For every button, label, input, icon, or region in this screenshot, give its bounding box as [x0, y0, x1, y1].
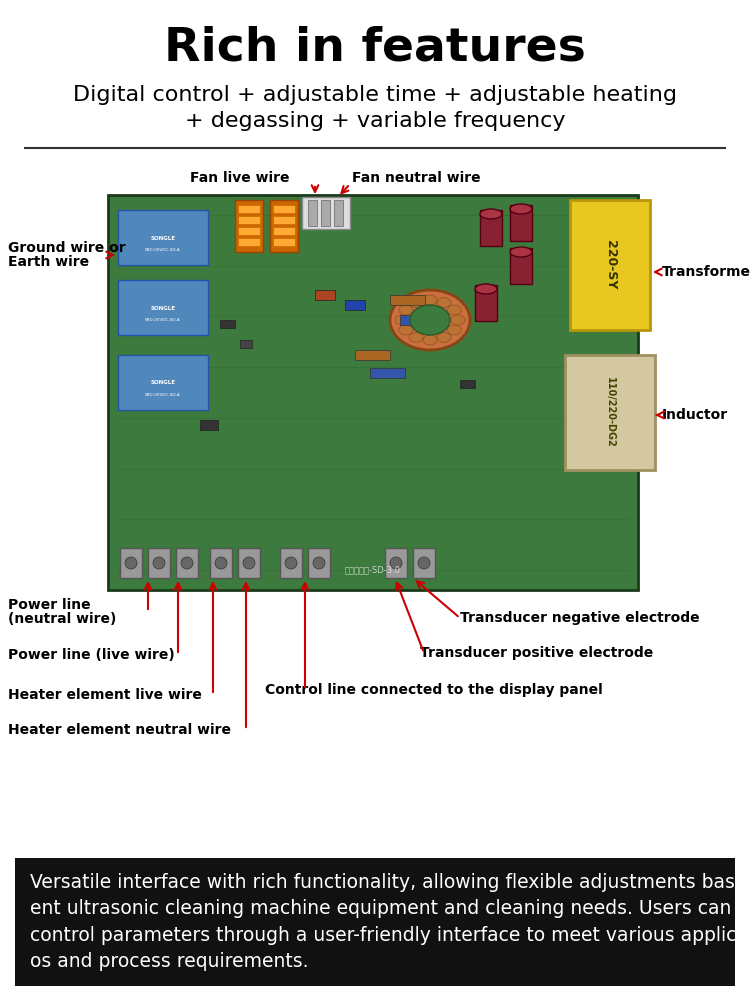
Bar [238, 238, 260, 246]
Ellipse shape [451, 315, 465, 325]
Text: SRD-05VDC-SD-A: SRD-05VDC-SD-A [146, 318, 181, 322]
Text: Heater element neutral wire: Heater element neutral wire [8, 723, 231, 737]
Bar [390, 295, 425, 305]
Bar [385, 548, 407, 578]
Text: Transducer negative electrode: Transducer negative electrode [460, 611, 700, 625]
Ellipse shape [181, 557, 193, 569]
Text: SRD-05VDC-SD-A: SRD-05VDC-SD-A [146, 393, 181, 397]
Text: Fan live wire: Fan live wire [190, 171, 290, 185]
Ellipse shape [313, 557, 325, 569]
Ellipse shape [395, 315, 409, 325]
Text: Heater element live wire: Heater element live wire [8, 688, 202, 702]
Ellipse shape [418, 557, 430, 569]
Bar [120, 548, 142, 578]
Ellipse shape [423, 295, 437, 305]
Bar [460, 380, 475, 388]
Text: Power line (live wire): Power line (live wire) [8, 648, 175, 662]
Ellipse shape [399, 305, 412, 315]
Ellipse shape [215, 557, 227, 569]
Bar [480, 210, 502, 246]
Text: (neutral wire): (neutral wire) [8, 612, 116, 626]
Text: Versatile interface with rich functionality, allowing flexible adjustments based: Versatile interface with rich functional… [30, 873, 750, 971]
Bar [235, 200, 263, 252]
Bar [565, 355, 655, 470]
Bar [118, 210, 208, 265]
Ellipse shape [437, 332, 451, 342]
Text: SRD-05VDC-SD-A: SRD-05VDC-SD-A [146, 248, 181, 252]
Text: Earth wire: Earth wire [8, 255, 89, 269]
Ellipse shape [510, 247, 532, 257]
Bar [321, 200, 330, 226]
Bar [302, 197, 350, 229]
Text: Ground wire or: Ground wire or [8, 241, 125, 255]
Bar [118, 280, 208, 335]
Ellipse shape [390, 557, 402, 569]
Text: SONGLE: SONGLE [151, 380, 176, 385]
Bar [238, 216, 260, 224]
Bar [475, 285, 497, 321]
Bar [238, 227, 260, 235]
Bar [200, 420, 218, 430]
Bar [413, 548, 435, 578]
Bar [240, 340, 252, 348]
Bar [345, 300, 365, 310]
Bar [355, 350, 390, 360]
Text: Fan neutral wire: Fan neutral wire [352, 171, 481, 185]
Text: 220-SY: 220-SY [604, 240, 616, 290]
Bar [238, 205, 260, 213]
Bar [210, 548, 232, 578]
Bar [280, 548, 302, 578]
Bar [176, 548, 198, 578]
Bar [273, 216, 295, 224]
Ellipse shape [409, 298, 423, 308]
Ellipse shape [243, 557, 255, 569]
Text: Digital control + adjustable time + adjustable heating
+ degassing + variable fr: Digital control + adjustable time + adju… [73, 85, 677, 131]
Bar [108, 195, 638, 590]
Bar [273, 205, 295, 213]
Ellipse shape [399, 325, 412, 335]
Bar [400, 315, 435, 325]
Text: Transformer: Transformer [662, 265, 750, 279]
Text: Rich in features: Rich in features [164, 25, 586, 70]
Ellipse shape [437, 298, 451, 308]
Bar [370, 368, 405, 378]
Ellipse shape [125, 557, 137, 569]
Ellipse shape [423, 335, 437, 345]
Text: Inductor: Inductor [662, 408, 728, 422]
Ellipse shape [480, 209, 502, 219]
Bar [334, 200, 343, 226]
Bar [118, 355, 208, 410]
Ellipse shape [475, 284, 497, 294]
Text: 110/220-DG2: 110/220-DG2 [605, 377, 615, 448]
Text: SONGLE: SONGLE [151, 306, 176, 310]
Text: Control line connected to the display panel: Control line connected to the display pa… [265, 683, 603, 697]
Text: Transducer positive electrode: Transducer positive electrode [420, 646, 653, 660]
Ellipse shape [390, 290, 470, 350]
Bar [510, 205, 532, 241]
Bar [570, 200, 650, 330]
Ellipse shape [409, 332, 423, 342]
Ellipse shape [447, 305, 461, 315]
Ellipse shape [285, 557, 297, 569]
Bar [148, 548, 170, 578]
Ellipse shape [153, 557, 165, 569]
Bar [308, 548, 330, 578]
Ellipse shape [447, 325, 461, 335]
Bar [15, 858, 735, 986]
Bar [510, 248, 532, 284]
Text: 有源式驱动-SD-3.0: 有源式驱动-SD-3.0 [345, 566, 401, 574]
Ellipse shape [410, 305, 450, 335]
Text: Power line: Power line [8, 598, 91, 612]
Bar [220, 320, 235, 328]
Text: SONGLE: SONGLE [151, 235, 176, 240]
Bar [270, 200, 298, 252]
Bar [273, 227, 295, 235]
Bar [315, 290, 335, 300]
Bar [238, 548, 260, 578]
Ellipse shape [510, 204, 532, 214]
Bar [273, 238, 295, 246]
Bar [308, 200, 317, 226]
